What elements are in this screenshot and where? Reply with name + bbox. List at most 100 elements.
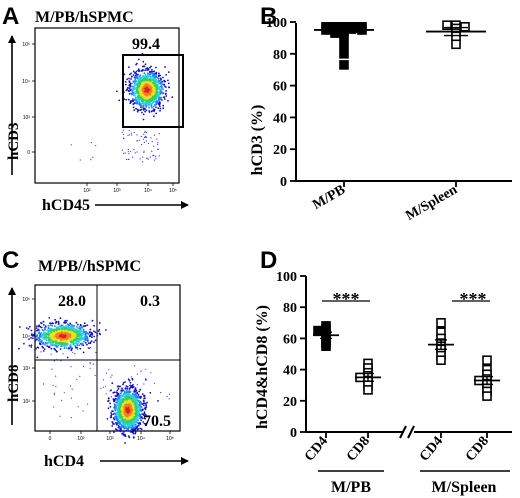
panel-c-event [63, 347, 66, 350]
panel-a-event [132, 106, 135, 109]
panel-c-event [111, 425, 114, 427]
panel-a-event [142, 60, 145, 63]
panel-c-event [55, 375, 57, 377]
panel-c-event [127, 392, 129, 395]
panel-c-event [127, 417, 130, 420]
panel-c-event [123, 430, 126, 433]
panel-a-event [160, 85, 163, 87]
panel-c-event [42, 341, 45, 344]
panel-a-event [150, 86, 153, 88]
panel-a-event [128, 84, 131, 87]
panel-b-point [451, 31, 461, 42]
panel-c-event [110, 389, 112, 392]
panel-a-event [136, 101, 139, 104]
panel-c-event [115, 407, 118, 410]
panel-c-event [67, 323, 69, 326]
panel-a-event [157, 99, 160, 102]
panel-c-event [116, 392, 119, 395]
panel-c-event [140, 395, 143, 398]
panel-a-event [133, 88, 135, 91]
panel-a-event [143, 97, 146, 100]
panel-c-event [95, 351, 97, 353]
panel-c-y-tick-label: 10⁴ [22, 334, 30, 340]
panel-a-event [137, 109, 140, 112]
panel-c-event [53, 360, 55, 362]
panel-c-event [75, 321, 78, 324]
panel-a-event [168, 86, 170, 89]
panel-a-event [148, 73, 151, 76]
panel-d-y-ticks: 0 20 40 60 80 100 [276, 270, 306, 441]
panel-c-event [129, 381, 132, 384]
panel-a-event [150, 105, 153, 107]
panel-c-event [136, 396, 138, 398]
panel-c-event [66, 319, 68, 322]
panel-a-event [146, 157, 148, 159]
panel-c-event [114, 428, 117, 430]
panel-c-event [131, 402, 134, 405]
panel-a-event [155, 86, 158, 89]
panel-c-event [67, 325, 70, 327]
panel-c-event [45, 338, 48, 341]
panel-c-event [121, 416, 124, 418]
panel-a-event [155, 75, 158, 78]
panel-c-event [70, 333, 73, 336]
panel-c-event [70, 348, 73, 351]
panel-a-event [128, 130, 130, 132]
panel-c-event [115, 412, 118, 415]
panel-c-event [60, 345, 62, 348]
panel-d-sig-pb: *** [333, 289, 360, 309]
panel-c-event [126, 387, 128, 389]
panel-a-event [136, 151, 138, 153]
panel-c-event [76, 340, 79, 343]
panel-c-event [128, 395, 131, 398]
panel-c-event [60, 326, 63, 328]
panel-c-event [145, 414, 147, 416]
panel-c-event [49, 334, 51, 337]
panel-b-point [460, 21, 470, 32]
panel-c-event [121, 409, 124, 412]
panel-a-event [158, 95, 160, 97]
panel-a-event [155, 155, 157, 157]
panel-c-event [47, 327, 50, 329]
panel-c-event [65, 347, 68, 349]
panel-a-event [128, 153, 130, 155]
panel-c-event [69, 385, 72, 387]
panel-a-event [164, 86, 167, 88]
panel-c-event [84, 330, 86, 333]
panel-b-point [348, 23, 358, 34]
panel-c-event [133, 426, 136, 429]
panel-c-event [78, 327, 81, 330]
panel-c-event [89, 347, 92, 349]
panel-c-event [28, 344, 31, 347]
panel-c-event [109, 416, 112, 419]
panel-c-event [44, 328, 46, 331]
panel-c-event [82, 325, 85, 327]
panel-c-event [119, 425, 121, 428]
panel-c-event [123, 427, 126, 430]
panel-c-event [116, 398, 118, 400]
panel-c-y-tick-label: 10³ [23, 366, 31, 372]
panel-a-event [134, 87, 137, 90]
panel-c-event [43, 348, 46, 350]
panel-a-event [132, 74, 135, 76]
panel-a-event [140, 91, 143, 93]
panel-a-event [144, 76, 147, 79]
panel-a-event [163, 98, 166, 100]
panel-c-event [139, 427, 142, 430]
panel-c-event [86, 332, 88, 334]
panel-c-event [44, 336, 47, 338]
panel-a-event [141, 70, 143, 72]
panel-a-event [136, 86, 139, 88]
panel-d-y-tick-label: 20 [283, 395, 297, 410]
panel-c-event [39, 340, 41, 343]
panel-c-event [122, 381, 125, 384]
panel-c-event [139, 397, 142, 399]
panel-c-event [140, 370, 142, 372]
panel-d-letter: D [260, 247, 277, 274]
panel-c-event [126, 414, 129, 417]
panel-c-event [40, 332, 42, 334]
panel-c-event [123, 390, 126, 393]
panel-a-event [147, 101, 150, 104]
panel-c-event [125, 423, 128, 426]
panel-a-event [157, 81, 159, 83]
